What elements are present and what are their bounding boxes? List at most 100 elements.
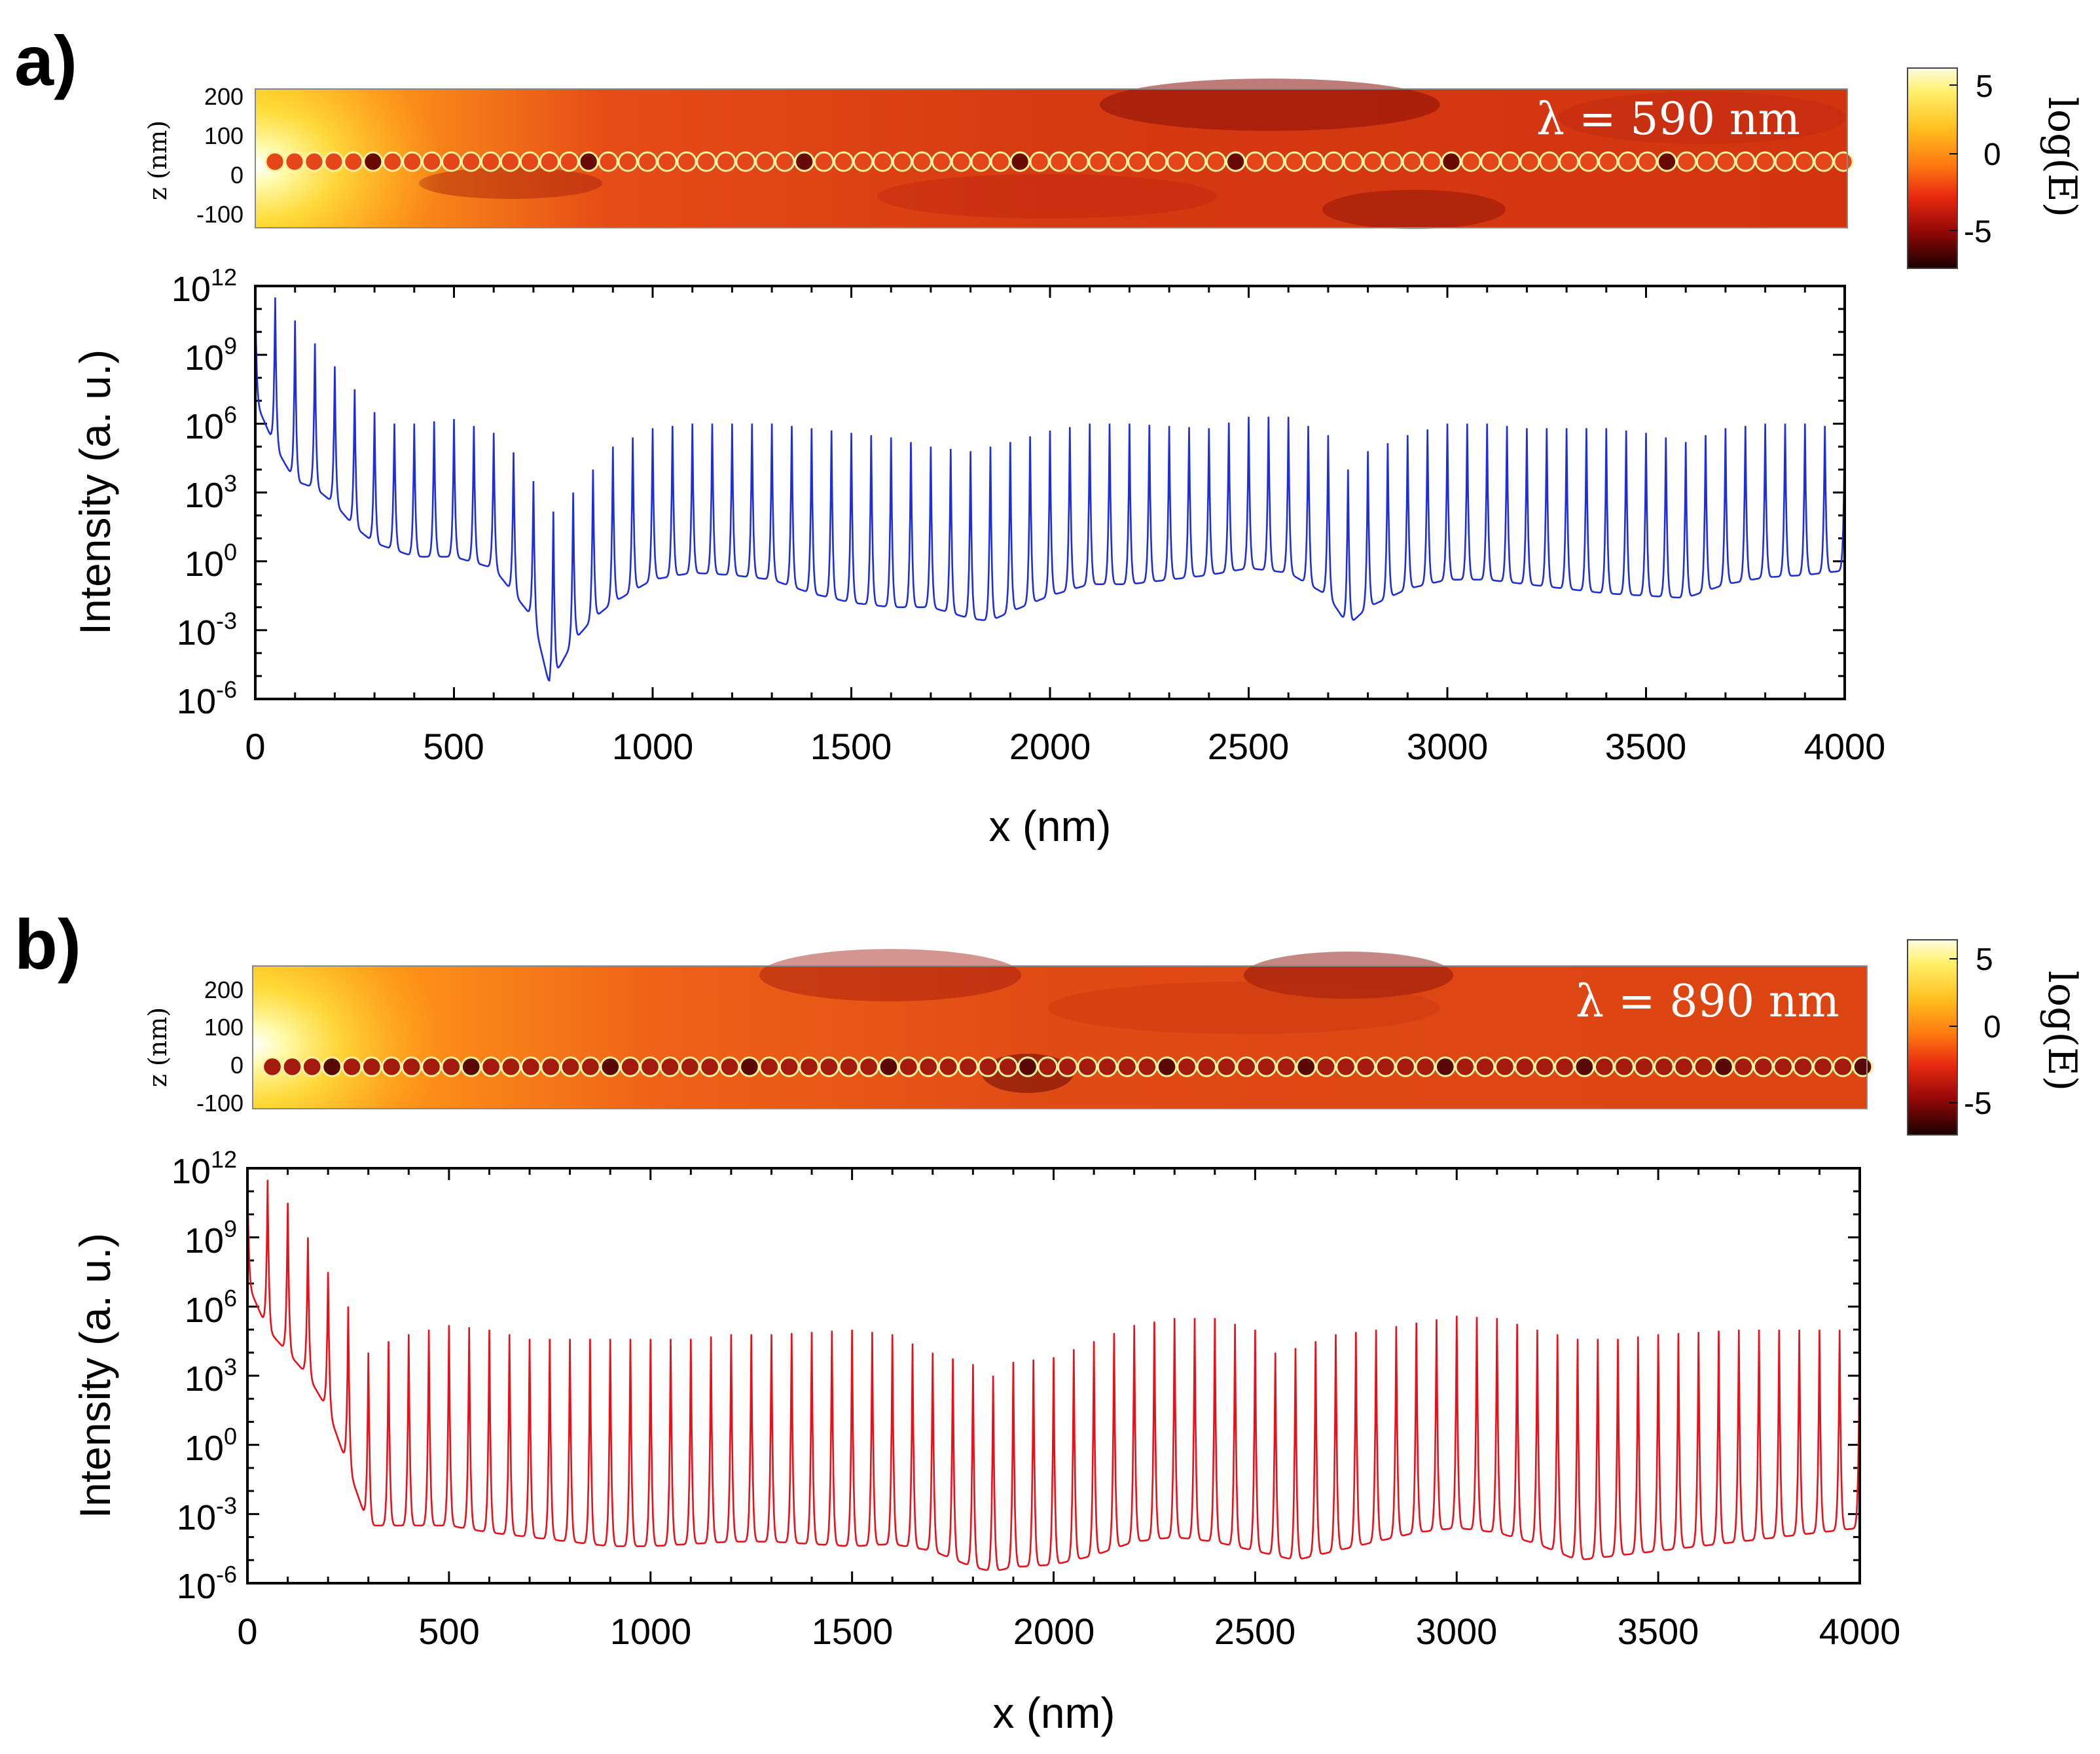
nanoparticle	[1176, 1056, 1197, 1077]
nanoparticle	[1236, 1056, 1257, 1077]
plot-a-frame	[254, 285, 1846, 700]
nanoparticle	[1276, 1056, 1297, 1077]
nanoparticle	[1435, 1056, 1456, 1077]
nanoparticle	[1196, 1056, 1218, 1077]
colorbar-a-label: log(E)	[2039, 97, 2085, 217]
map-b-ytick: -100	[196, 1090, 244, 1117]
xtick-label: 1500	[810, 726, 892, 767]
nanoparticle	[739, 1056, 760, 1077]
nanoparticle	[1415, 1056, 1436, 1077]
nanoparticle	[1096, 1056, 1118, 1077]
nanoparticle	[970, 151, 991, 172]
intensity-series-a	[255, 297, 1845, 682]
xtick-label: 4000	[1819, 1611, 1901, 1652]
nanoparticle	[1733, 1056, 1754, 1077]
ytick-label: 106	[185, 401, 237, 446]
map-a-ytick: -100	[196, 201, 244, 228]
nanoparticle	[719, 1056, 740, 1077]
nanoparticle	[1494, 1056, 1515, 1077]
nanoparticle	[401, 1056, 422, 1077]
nanoparticle	[1713, 1056, 1734, 1077]
nanoparticle	[878, 1056, 899, 1077]
nanoparticle	[755, 151, 776, 172]
nanoparticle	[699, 1056, 720, 1077]
colorbar-b-tick-label: -5	[1964, 1086, 1992, 1121]
nanoparticle	[1382, 151, 1403, 172]
plot-a-xlabel: x (nm)	[989, 802, 1112, 850]
nanoparticle	[1673, 1056, 1694, 1077]
nanoparticle	[1256, 1056, 1277, 1077]
nanoparticle	[1108, 151, 1129, 172]
nanoparticle	[958, 1056, 979, 1077]
ytick-label: 100	[185, 539, 237, 584]
map-a-ylabel: z (nm)	[143, 120, 172, 200]
nanoparticle	[1792, 1056, 1814, 1077]
nanoparticle	[1578, 151, 1599, 172]
xtick-label: 3500	[1618, 1611, 1699, 1652]
map-a-ytick: 0	[230, 162, 244, 188]
nanoparticle	[1362, 151, 1383, 172]
nanoparticle	[1455, 1056, 1475, 1077]
panel-b-label: b)	[14, 904, 81, 984]
nanoparticle	[774, 151, 795, 172]
nanoparticle	[361, 1056, 382, 1077]
nanoparticle	[1534, 1056, 1555, 1077]
map-b-ytick: 0	[230, 1052, 244, 1079]
nanoparticle	[539, 151, 560, 172]
nanoparticle	[402, 151, 423, 172]
colorbar-a-tick-label: 5	[1976, 69, 1993, 104]
nanoparticle	[1402, 151, 1422, 172]
nanoparticle	[1656, 151, 1678, 172]
nanoparticle	[1637, 151, 1658, 172]
nanoparticle	[1618, 151, 1638, 172]
field-map-a-dark-region	[877, 174, 1218, 219]
map-a-ytick: 100	[204, 122, 244, 149]
xtick-label: 2000	[1009, 726, 1091, 767]
nanoparticle	[1225, 151, 1246, 172]
nanoparticle	[343, 151, 364, 172]
nanoparticle	[1539, 151, 1560, 172]
colorbar-a-tick-label: 0	[1983, 137, 2001, 172]
nanoparticle	[600, 1056, 621, 1077]
nanoparticle	[1216, 1056, 1237, 1077]
nanoparticle	[1695, 151, 1716, 172]
nanoparticle	[264, 151, 285, 172]
nanoparticle	[1284, 151, 1305, 172]
field-map-a-dark-region	[1322, 190, 1506, 229]
nanoparticle	[759, 1056, 780, 1077]
nanoparticle	[441, 1056, 462, 1077]
nanoparticle	[977, 1056, 999, 1077]
colorbar-a: 5 0 -5 log(E)	[1907, 67, 2085, 269]
nanoparticle	[1598, 151, 1619, 172]
nanoparticle	[578, 151, 599, 172]
ytick-label: 10-6	[177, 1561, 237, 1606]
nanoparticle	[1514, 1056, 1536, 1077]
nanoparticle	[931, 151, 952, 172]
field-map-b-frame	[252, 965, 1868, 1109]
plot-b-frame	[246, 1167, 1861, 1584]
nanoparticle	[676, 151, 697, 172]
nanoparticle	[560, 1056, 581, 1077]
nanoparticle	[659, 1056, 681, 1077]
nanoparticle	[323, 151, 344, 172]
plot-b-ylabel: Intensity (a. u.)	[71, 1233, 119, 1519]
nanoparticle	[1167, 151, 1187, 172]
nanoparticle	[833, 151, 854, 172]
nanoparticle	[1574, 1056, 1595, 1077]
xtick-label: 0	[237, 1611, 257, 1652]
nanoparticle	[1375, 1056, 1396, 1077]
nanoparticle	[1206, 151, 1227, 172]
plot-b-yticks: 1012 109 106 103 100 10-3 10-6	[172, 1146, 237, 1606]
nanoparticle	[794, 151, 815, 172]
nanoparticle	[1474, 1056, 1496, 1077]
plot-b-xticks: 0 500 1000 1500 2000 2500 3000 3500 4000	[237, 1611, 1900, 1652]
nanoparticle	[872, 151, 894, 172]
nanoparticle	[1323, 151, 1344, 172]
nanoparticle	[1559, 151, 1580, 172]
nanoparticle	[519, 151, 541, 172]
plot-a-ylabel: Intensity (a. u.)	[71, 349, 119, 635]
nanoparticle	[363, 151, 384, 172]
nanoparticle	[778, 1056, 800, 1077]
nanoparticle	[918, 1056, 939, 1077]
